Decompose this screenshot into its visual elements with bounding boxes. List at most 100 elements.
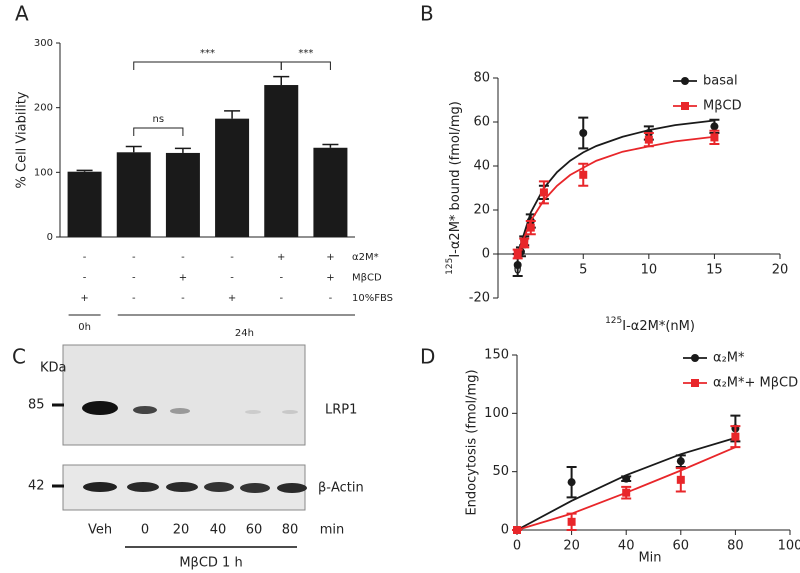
point	[539, 188, 548, 197]
y-tick-label: 50	[492, 464, 509, 479]
point	[567, 478, 576, 487]
y-tick-label: 0	[482, 247, 490, 262]
x-tick-label: 10	[641, 263, 658, 278]
point	[526, 223, 535, 232]
y-axis-label-text: I-α2M* bound (fmol/mg)	[448, 101, 463, 258]
group-label: 0h	[78, 322, 91, 333]
point	[579, 129, 588, 137]
marker-label: 85	[28, 398, 45, 413]
unit: KDa	[40, 361, 67, 376]
condition-sign: +	[80, 293, 88, 304]
bar	[264, 85, 299, 238]
band	[166, 482, 198, 492]
point	[644, 135, 653, 144]
x-tick-label: 20	[563, 539, 580, 554]
lane-label: 20	[173, 523, 190, 538]
panel-label: B	[420, 2, 434, 26]
point	[579, 170, 588, 179]
y-tick-label: 20	[473, 203, 490, 218]
fit-curve	[516, 436, 736, 531]
condition-sign: -	[230, 273, 234, 284]
legend-label: MβCD	[703, 99, 742, 114]
point	[710, 122, 719, 131]
legend-label: α₂M*	[713, 351, 745, 366]
y-tick-label: 300	[34, 38, 53, 49]
panel-label: C	[12, 345, 26, 369]
y-tick-label: 150	[484, 348, 509, 363]
y-tick-label: 0	[47, 232, 53, 243]
x-tick-label: 20	[772, 263, 789, 278]
condition-sign: -	[132, 273, 136, 284]
lane-label: 60	[246, 523, 263, 538]
point	[676, 457, 685, 466]
band	[83, 482, 117, 492]
band	[204, 482, 234, 492]
y-tick-label: 40	[473, 159, 490, 174]
y-axis-label: % Cell Viability	[15, 91, 30, 188]
y-tick-label: 60	[473, 115, 490, 130]
sig-label: ns	[153, 114, 165, 125]
point	[513, 250, 522, 258]
lane-label: 40	[210, 523, 227, 538]
band	[240, 483, 270, 493]
band	[245, 410, 261, 414]
sig-label: ***	[200, 48, 215, 59]
x-axis-label: Min	[638, 551, 661, 566]
lane-label: Veh	[88, 523, 112, 538]
y-tick-label: 80	[473, 71, 490, 86]
x-axis-label: 125I-α2M*(nM)	[605, 316, 695, 334]
panel-label: D	[420, 345, 435, 369]
legend-label: basal	[703, 74, 738, 89]
point	[567, 517, 576, 526]
bar	[116, 152, 151, 237]
band	[170, 408, 190, 414]
condition-sign: +	[326, 273, 334, 284]
x-tick-label: 40	[618, 539, 635, 554]
condition-sign: -	[83, 273, 87, 284]
condition-sign: -	[279, 293, 283, 304]
legend-label: α₂M*+ MβCD	[713, 376, 798, 391]
y-tick-label: 0	[501, 523, 509, 538]
x-tick-label: 0	[513, 539, 521, 554]
condition-sign: -	[329, 293, 333, 304]
bar	[313, 147, 348, 237]
bar	[165, 152, 200, 237]
band	[277, 483, 307, 493]
blot-frame	[62, 344, 306, 446]
y-tick-label: 200	[34, 103, 53, 114]
group-label: 24h	[235, 328, 254, 339]
marker-label: 42	[28, 479, 45, 494]
condition-sign: -	[230, 252, 234, 263]
point	[622, 474, 631, 483]
condition-name: 10%FBS	[352, 293, 393, 304]
band	[133, 406, 157, 414]
condition-name: α2M*	[352, 252, 379, 263]
y-tick-label: 100	[484, 406, 509, 421]
condition-sign: -	[181, 252, 185, 263]
lane-label: 80	[282, 523, 299, 538]
sig-bracket	[280, 61, 331, 70]
band	[282, 410, 298, 414]
protein-label: β-Actin	[318, 481, 364, 496]
condition-sign: -	[83, 252, 87, 263]
condition-name: MβCD	[352, 273, 382, 284]
fit-curve	[516, 119, 715, 255]
condition-sign: +	[277, 252, 285, 263]
sig-bracket	[133, 127, 184, 136]
x-tick-label: 5	[579, 263, 587, 278]
x-tick-label: 60	[673, 539, 690, 554]
point	[520, 239, 529, 247]
y-tick-label: 100	[34, 167, 53, 178]
legend-marker	[691, 354, 699, 362]
point	[731, 432, 740, 441]
condition-sign: -	[279, 273, 283, 284]
legend-marker	[681, 102, 689, 110]
condition-sign: +	[228, 293, 236, 304]
y-tick-label: -20	[469, 291, 490, 306]
bar	[215, 118, 250, 237]
condition-sign: -	[181, 293, 185, 304]
treatment-label: MβCD 1 h	[179, 556, 242, 571]
sig-bracket	[133, 61, 282, 70]
